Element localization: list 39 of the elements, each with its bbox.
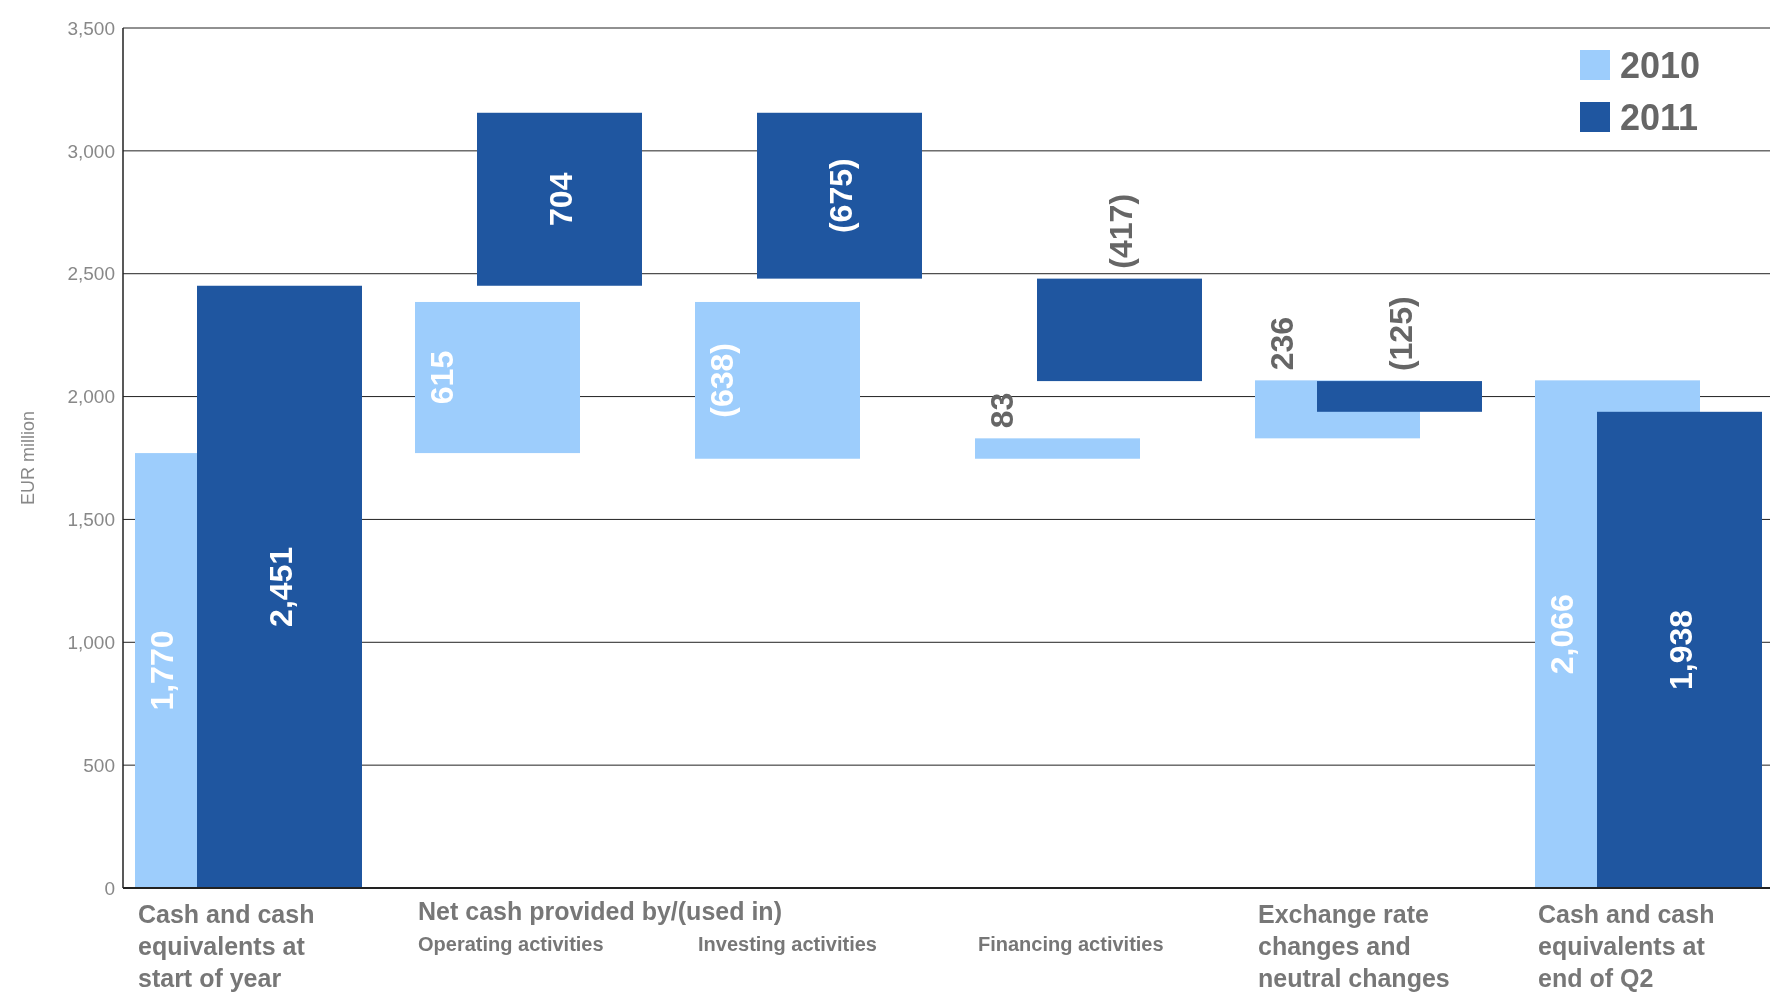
y-tick-label: 3,000 — [67, 140, 115, 162]
y-tick-label: 2,000 — [67, 386, 115, 408]
bar — [1037, 278, 1202, 382]
y-tick-label: 0 — [104, 877, 115, 899]
data-label: 83 — [984, 392, 1020, 429]
data-label: (638) — [704, 343, 740, 418]
bar — [757, 112, 922, 279]
data-label: 1,938 — [1662, 609, 1699, 690]
text: Net cash provided by/(used in) — [418, 897, 782, 925]
data-label: (125) — [1382, 296, 1419, 372]
data-label: 236 — [1264, 316, 1300, 371]
bar — [1317, 381, 1482, 412]
legend-label: 2010 — [1620, 44, 1701, 86]
x-tick-label: Operating activities — [418, 933, 604, 955]
data-label: 615 — [424, 350, 460, 405]
y-tick-label: 3,500 — [67, 17, 115, 39]
y-tick-label: 1,000 — [67, 631, 115, 653]
data-label: 2,451 — [262, 546, 299, 627]
bar — [197, 285, 362, 888]
bar — [477, 112, 642, 286]
x-tick-label: Financing activities — [978, 933, 1164, 955]
y-axis-title: EUR million — [18, 410, 38, 506]
data-label: 704 — [542, 172, 579, 226]
data-label: 1,770 — [144, 630, 180, 711]
bar — [415, 301, 580, 454]
y-tick-label: 2,500 — [67, 263, 115, 285]
data-label: (675) — [822, 158, 859, 234]
x-tick-label: Investing activities — [698, 933, 877, 955]
bar — [975, 438, 1140, 459]
x-tick-label: Cash and cash equivalents at end of Q2 — [1538, 900, 1715, 992]
data-label: 2,066 — [1544, 594, 1580, 675]
bar — [695, 301, 860, 459]
y-tick-label: 500 — [83, 754, 115, 776]
legend-label: 2011 — [1620, 96, 1699, 138]
bar — [1597, 411, 1762, 888]
y-tick-label: 1,500 — [67, 509, 115, 531]
data-label: (417) — [1102, 193, 1139, 269]
x-tick-label: Cash and cash equivalents at start of year — [138, 900, 315, 992]
x-tick-label: Exchange rate changes and neutral changes — [1258, 900, 1450, 992]
